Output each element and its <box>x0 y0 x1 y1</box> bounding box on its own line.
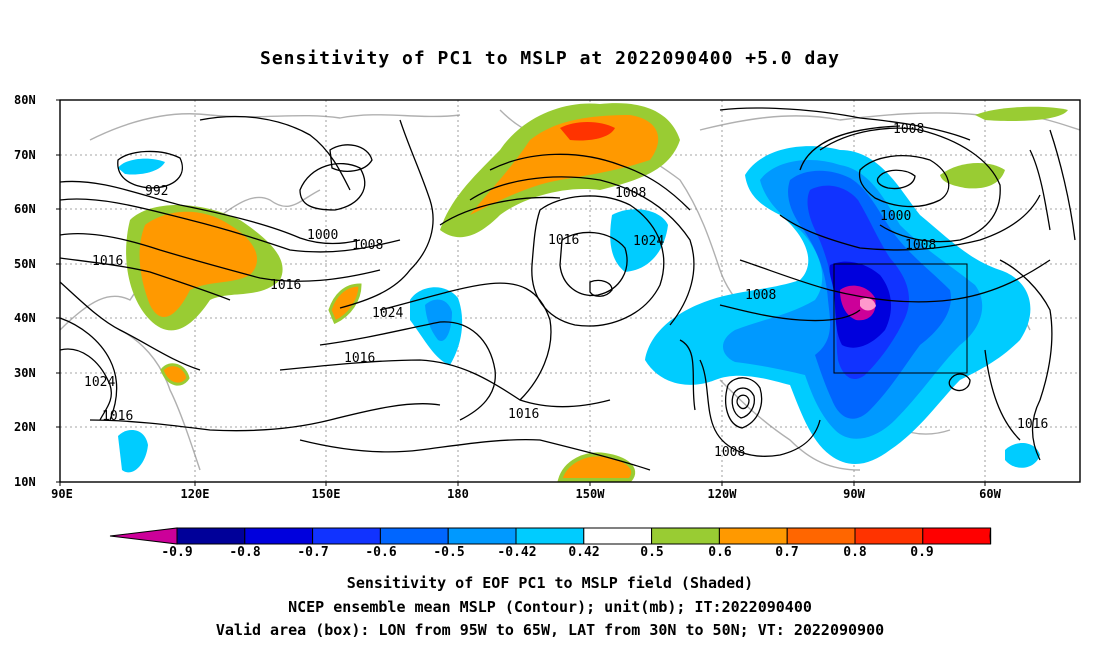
colorbar-tick: 0.5 <box>640 545 664 560</box>
positive-anomaly-patch <box>160 363 190 386</box>
negative-anomaly-patch <box>118 158 165 175</box>
lon-label: 180 <box>447 487 469 501</box>
lat-label: 20N <box>14 420 36 434</box>
caption-line-3: Valid area (box): LON from 95W to 65W, L… <box>215 621 885 639</box>
positive-anomaly-patch <box>470 115 659 215</box>
positive-anomaly-patch <box>940 163 1005 189</box>
lon-label: 120E <box>180 487 210 501</box>
colorbar-swatch <box>379 527 449 545</box>
map-frame <box>59 99 1081 483</box>
contour-label: 1016 <box>92 254 123 269</box>
contour-labels: 992 1000 1008 1016 1024 1016 1024 1016 1… <box>84 122 1048 460</box>
colorbar-tick: -0.8 <box>229 545 261 560</box>
map-title: Sensitivity of PC1 to MSLP at 2022090400… <box>259 48 840 69</box>
caption-line-2: NCEP ensemble mean MSLP (Contour); unit(… <box>288 598 812 616</box>
lon-label: 120W <box>707 487 737 501</box>
contour-label: 1024 <box>84 375 115 390</box>
negative-anomaly-patch <box>425 299 452 341</box>
colorbar-swatch <box>109 527 178 545</box>
caption-line-1: Sensitivity of EOF PC1 to MSLP field (Sh… <box>346 574 754 592</box>
contour-label: 1008 <box>714 445 745 460</box>
contour-label: 992 <box>145 184 168 199</box>
colorbar-tick: -0.9 <box>161 545 193 560</box>
lon-label: 60W <box>979 487 1001 501</box>
contour-label: 1024 <box>372 306 403 321</box>
colorbar-tick: -0.7 <box>297 545 329 560</box>
contour-label: 1016 <box>1017 417 1048 432</box>
colorbar-swatch <box>786 527 856 545</box>
colorbar-swatch <box>989 527 992 545</box>
colorbar-swatch <box>515 527 585 545</box>
lat-label: 40N <box>14 311 36 325</box>
lat-label: 60N <box>14 202 36 216</box>
contour-label: 1016 <box>102 409 133 424</box>
contour-label: 1000 <box>880 209 911 224</box>
contour-label: 1016 <box>548 233 579 248</box>
negative-anomaly-patch <box>860 298 876 311</box>
colorbar-tick: 0.7 <box>775 545 799 560</box>
contour-label: 1008 <box>615 186 646 201</box>
colorbar-tick: 0.6 <box>708 545 732 560</box>
negative-anomaly-patch <box>610 209 668 272</box>
positive-anomaly-patch <box>328 283 362 325</box>
contour-label: 1000 <box>307 228 338 243</box>
colorbar-tick: -0.42 <box>497 545 537 560</box>
colorbar-swatch <box>447 527 517 545</box>
positive-anomaly-patch <box>975 106 1068 121</box>
lon-label: 150W <box>575 487 605 501</box>
contour-label: 1008 <box>745 288 776 303</box>
colorbar-tick: 0.9 <box>910 545 934 560</box>
negative-anomaly-patch <box>1005 443 1040 468</box>
colorbar-swatch <box>854 527 924 545</box>
contour-label: 1016 <box>344 351 375 366</box>
lat-label: 10N <box>14 475 36 489</box>
contour-label: 1024 <box>633 234 664 249</box>
mslp-contours <box>60 107 1076 471</box>
colorbar-swatch <box>718 527 788 545</box>
colorbar-swatch <box>583 527 653 545</box>
positive-anomaly-patch <box>560 122 615 141</box>
positive-anomaly-patch <box>139 211 258 317</box>
colorbar-swatch <box>312 527 381 545</box>
contour-label: 1008 <box>893 122 924 137</box>
colorbar-tick: -0.5 <box>433 545 465 560</box>
negative-anomaly-patch <box>118 429 148 473</box>
contour-label: 1008 <box>352 238 383 253</box>
lon-label: 90E <box>51 487 73 501</box>
sensitivity-shading <box>118 103 1068 482</box>
lon-label: 90W <box>843 487 865 501</box>
lat-label: 70N <box>14 148 36 162</box>
colorbar-swatch <box>922 527 992 545</box>
map-ticks <box>56 99 986 486</box>
contour-label: 1008 <box>905 238 936 253</box>
colorbar-swatch <box>651 527 720 545</box>
colorbar-tick: 0.42 <box>568 545 600 560</box>
colorbar-swatch <box>176 527 246 545</box>
lon-label: 150E <box>311 487 341 501</box>
contour-label: 1016 <box>270 278 301 293</box>
lat-label: 30N <box>14 366 36 380</box>
colorbar-tick: 0.8 <box>843 545 867 560</box>
positive-anomaly-patch <box>557 452 636 482</box>
lat-label: 50N <box>14 257 36 271</box>
colorbar-tick: -0.6 <box>365 545 397 560</box>
colorbar-swatch <box>244 527 314 545</box>
valid-area-box <box>833 263 968 374</box>
lat-label: 80N <box>14 93 36 107</box>
contour-label: 1016 <box>508 407 539 422</box>
